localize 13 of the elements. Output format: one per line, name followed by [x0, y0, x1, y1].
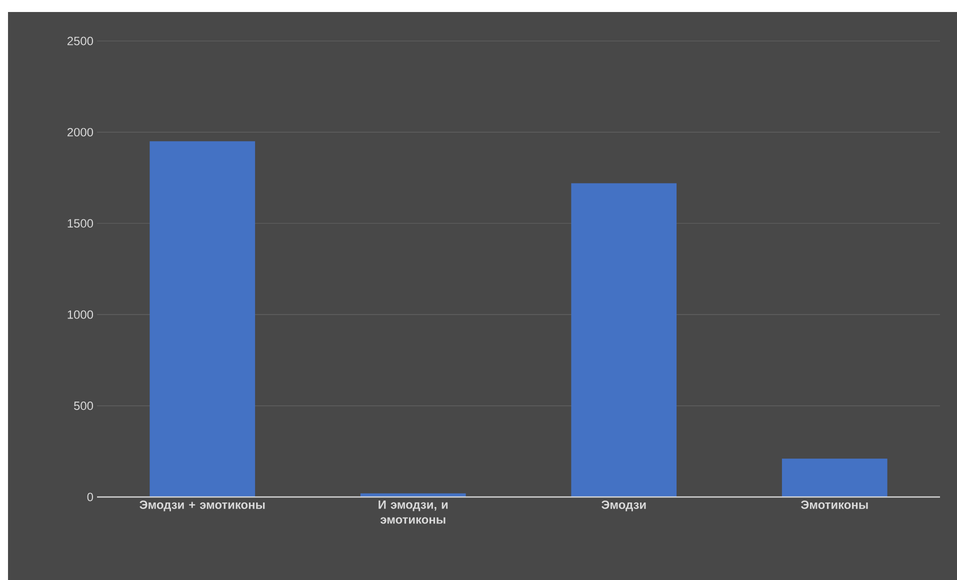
x-tick-label: Эмодзи: [602, 500, 646, 512]
bar: [150, 141, 256, 497]
x-tick-label: И эмодзи, и эмотиконы: [378, 500, 448, 524]
bar: [782, 458, 888, 497]
y-tick-label: 2000: [67, 128, 94, 136]
x-tick-label: Эмотиконы: [800, 500, 868, 509]
y-tick-label: 1000: [68, 310, 94, 319]
x-tick-label: Эмодзи + эмотиконы: [140, 500, 265, 512]
bar: [571, 183, 677, 497]
y-tick-label: 1500: [68, 219, 94, 228]
y-tick-label: 500: [74, 402, 94, 410]
y-tick-label: 0: [87, 492, 94, 502]
y-tick-label: 2500: [67, 36, 94, 46]
